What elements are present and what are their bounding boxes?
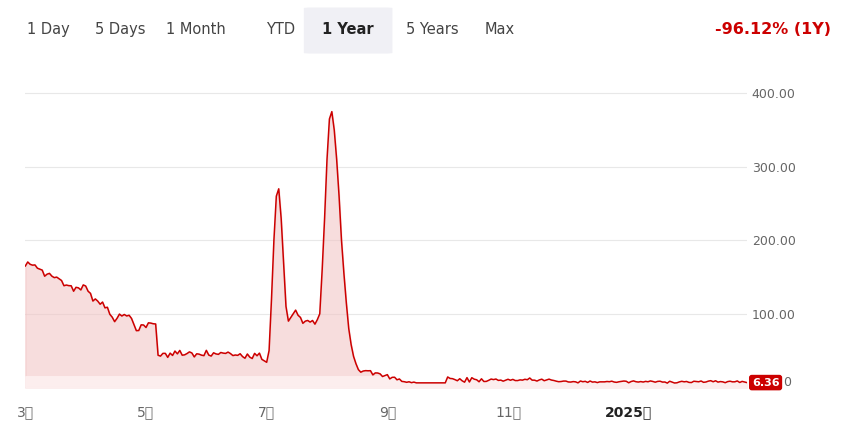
Text: Max: Max bbox=[484, 22, 515, 37]
Text: 1 Day: 1 Day bbox=[27, 22, 69, 37]
Text: 1 Month: 1 Month bbox=[166, 22, 225, 37]
Text: 5 Days: 5 Days bbox=[95, 22, 145, 37]
Text: 0: 0 bbox=[783, 376, 791, 389]
Text: 1 Year: 1 Year bbox=[322, 22, 374, 37]
Text: -96.12% (1Y): -96.12% (1Y) bbox=[716, 22, 831, 37]
FancyBboxPatch shape bbox=[304, 8, 392, 53]
Text: 6.36: 6.36 bbox=[752, 378, 779, 388]
Text: YTD: YTD bbox=[266, 22, 295, 37]
Text: 5 Years: 5 Years bbox=[406, 22, 458, 37]
